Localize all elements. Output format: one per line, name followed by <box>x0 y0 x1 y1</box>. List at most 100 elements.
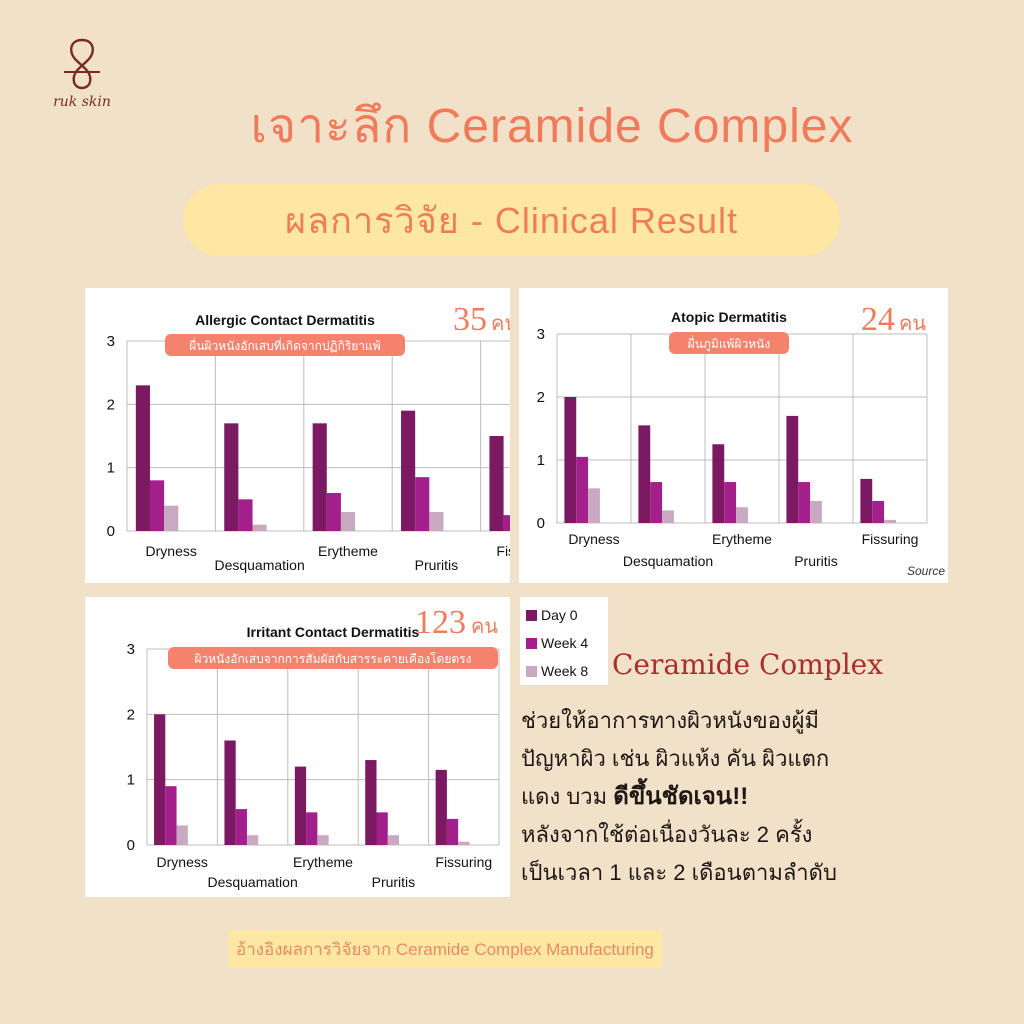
chart-title: Irritant Contact Dermatitis <box>247 624 420 640</box>
summary-title: Ceramide Complex <box>612 648 884 681</box>
bar-week4-dryness <box>576 456 589 523</box>
summary-line: แดง บวม ดีขึ้นชัดเจน!! <box>521 778 991 816</box>
participant-unit: คน <box>899 313 926 335</box>
badge-label: ผิวหนังอักเสบจากการสัมผัสกับสารระคายเคือ… <box>195 652 472 666</box>
summary-line-part: แดง บวม <box>521 784 614 809</box>
bar-week4-pruritis <box>415 477 430 531</box>
badge-label: ผื่นผิวหนังอักเสบที่เกิดจากปฏิกิริยาแพ้ <box>189 337 380 353</box>
y-tick-label: 1 <box>537 452 545 469</box>
bar-day0-erytheme <box>294 766 307 845</box>
bar-week8-fissuring <box>458 841 470 845</box>
chart-legend: Day 0 Week 4 Week 8 <box>520 597 608 685</box>
legend-item-day0: Day 0 <box>526 607 578 623</box>
summary-description: ช่วยให้อาการทางผิวหนังของผู้มี ปัญหาผิว … <box>521 702 991 892</box>
chart-allergic-contact-dermatitis: 0 1 2 3 Dryness Desquamation Erytheme Pruritis F… <box>85 288 510 583</box>
bar-day0-pruritis <box>365 760 377 845</box>
badge-label: ผื่นภูมิแพ้ผิวหนัง <box>688 335 770 352</box>
chart-irritant-contact-dermatitis: 0 1 2 3 Dryness Desquamation Erytheme Pruritis F… <box>85 597 510 897</box>
bar-week4-desquamation <box>235 809 247 845</box>
bar-day0-erytheme <box>712 444 725 523</box>
participant-count: 35 <box>453 301 487 338</box>
y-tick-label: 0 <box>537 515 545 532</box>
legend-label: Day 0 <box>541 607 578 623</box>
legend-item-week8: Week 8 <box>526 663 588 679</box>
bar-week4-desquamation <box>650 482 663 523</box>
y-tick-label: 0 <box>127 837 135 854</box>
bar-week8-erytheme <box>340 512 356 531</box>
summary-line: หลังจากใช้ต่อเนื่องวันละ 2 ครั้ง <box>521 822 813 847</box>
x-tick-label: Dryness <box>568 531 619 547</box>
x-tick-label: Dryness <box>157 854 208 870</box>
x-tick-label: Erytheme <box>712 531 772 547</box>
bar-week4-fissuring <box>872 500 885 523</box>
brand-logo: ruk skin <box>44 36 120 116</box>
bar-week4-erytheme <box>306 812 318 845</box>
chart-title: Allergic Contact Dermatitis <box>195 312 375 328</box>
bar-day0-erytheme <box>312 423 327 531</box>
participant-count: 24 <box>861 301 895 338</box>
x-tick-label: Fissuring <box>862 531 919 547</box>
bar-day0-fissuring <box>860 478 873 523</box>
summary-line: ปัญหาผิว เช่น ผิวแห้ง คัน ผิวแตก <box>521 746 830 771</box>
bar-day0-desquamation <box>224 423 239 531</box>
x-tick-label: Pruritis <box>794 553 838 569</box>
legend-label: Week 4 <box>541 635 589 651</box>
bar-day0-fissuring <box>489 436 504 531</box>
reference-note: อ้างอิงผลการวิจัยจาก Ceramide Complex Ma… <box>228 930 662 968</box>
bar-week8-pruritis <box>810 500 822 523</box>
bar-week8-desquamation <box>252 524 267 531</box>
legend-swatch-week4 <box>526 637 537 649</box>
y-tick-label: 1 <box>107 460 115 477</box>
source-note: Source <box>907 564 945 578</box>
summary-line: เป็นเวลา 1 และ 2 เดือนตามลำดับ <box>521 860 837 885</box>
x-tick-label: Pruritis <box>372 874 416 890</box>
x-tick-label: Dryness <box>146 543 197 559</box>
bar-week8-desquamation <box>662 510 674 523</box>
bar-day0-dryness <box>154 714 166 845</box>
chart-svg: 0 123 Dryness Desquamation Erytheme Pruritis F… <box>127 604 500 890</box>
legend-swatch-day0 <box>526 609 537 621</box>
summary-line: ช่วยให้อาการทางผิวหนังของผู้มี <box>521 708 819 733</box>
logo-mark-icon <box>64 38 100 90</box>
bar-week8-erytheme <box>317 835 329 845</box>
bar-week8-dryness <box>176 825 188 845</box>
logo-text: ruk skin <box>53 94 111 110</box>
bar-week4-desquamation <box>238 499 253 531</box>
x-tick-label: Desquamation <box>207 874 297 890</box>
bar-week8-pruritis <box>387 835 400 845</box>
chart-svg: 0123DrynessDesquamationErythemePruritisF… <box>537 301 946 578</box>
bar-week8-fissuring <box>884 519 896 523</box>
chart-svg: 0123DrynessDesquamationErythemePruritisF… <box>107 301 510 573</box>
page-title: เจาะลึก Ceramide Complex <box>250 100 854 153</box>
x-tick-label: Erytheme <box>318 543 378 559</box>
legend-item-week4: Week 4 <box>526 635 588 651</box>
chart-atopic-dermatitis: 0 1 2 3 Dryness Desquamation Erytheme Pruritis F… <box>519 288 948 583</box>
bar-week4-erytheme <box>326 493 341 531</box>
bar-day0-desquamation <box>638 425 651 523</box>
participant-count: 123 <box>415 604 466 641</box>
badge-background <box>165 334 405 356</box>
bar-week4-dryness <box>165 786 177 845</box>
bar-day0-desquamation <box>224 740 236 845</box>
y-tick-label: 2 <box>107 396 115 413</box>
bar-week4-fissuring <box>446 818 459 845</box>
y-tick-label: 1 <box>127 772 135 789</box>
y-tick-label: 2 <box>127 706 135 723</box>
x-tick-label: Fissuring <box>496 543 510 559</box>
bar-week8-pruritis <box>429 512 444 531</box>
subtitle-pill: ผลการวิจัย - Clinical Result <box>183 184 840 256</box>
participant-unit: คน <box>491 313 510 335</box>
x-tick-label: Erytheme <box>293 854 353 870</box>
x-tick-label: Fissuring <box>435 854 492 870</box>
legend-label: Week 8 <box>541 663 589 679</box>
bar-day0-fissuring <box>435 769 447 845</box>
bar-week8-erytheme <box>736 507 748 523</box>
bar-week4-fissuring <box>503 515 510 531</box>
bar-week8-dryness <box>164 505 179 531</box>
bar-day0-dryness <box>564 397 577 523</box>
x-tick-label: Desquamation <box>623 553 713 569</box>
bar-week4-erytheme <box>724 482 737 523</box>
badge-background <box>168 647 498 669</box>
participant-unit: คน <box>471 616 498 638</box>
bar-week4-pruritis <box>376 812 388 845</box>
